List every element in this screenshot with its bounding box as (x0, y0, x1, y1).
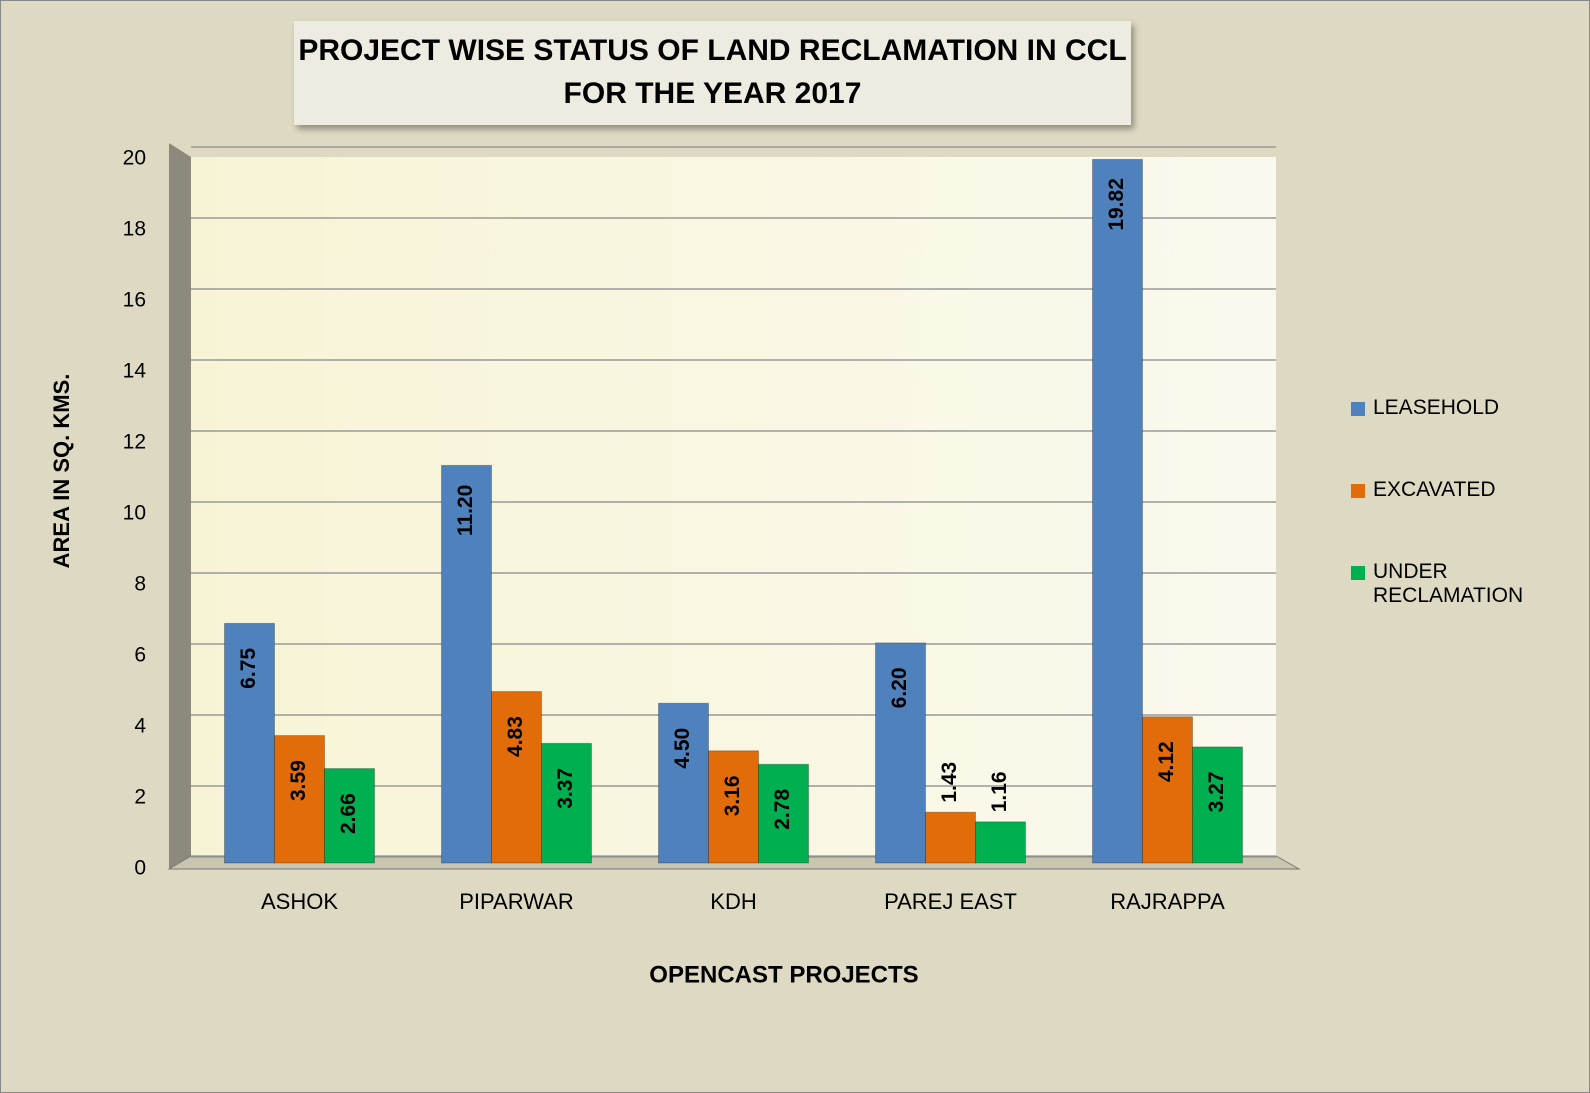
legend-label: LEASEHOLD (1373, 396, 1500, 419)
legend-label: EXCAVATED (1373, 478, 1496, 501)
y-tick-label: 20 (123, 147, 146, 170)
legend-swatch (1351, 484, 1365, 498)
legend-label: UNDER RECLAMATION (1373, 560, 1524, 607)
bar (1192, 746, 1243, 864)
bar (441, 464, 492, 864)
y-tick-label: 14 (123, 360, 147, 383)
data-label: 11.20 (454, 485, 477, 536)
data-label: 4.83 (504, 716, 527, 757)
y-tick-label: 16 (123, 289, 146, 312)
bar (324, 768, 375, 864)
data-label: 3.37 (554, 768, 577, 809)
data-label: 6.75 (237, 648, 260, 689)
y-tick-label: 2 (134, 786, 146, 809)
x-tick-label: ASHOK (261, 889, 338, 914)
bar (1092, 158, 1143, 864)
data-label: 6.20 (888, 667, 911, 708)
y-axis-label: AREA IN SQ. KMS. (49, 374, 74, 569)
bar (875, 642, 926, 864)
x-axis-label: OPENCAST PROJECTS (649, 961, 918, 988)
data-label: 2.78 (771, 789, 794, 830)
y-tick-label: 18 (123, 218, 146, 241)
legend: LEASEHOLD EXCAVATED UNDER RECLAMATION (1351, 396, 1551, 666)
data-label: 1.16 (988, 771, 1011, 812)
legend-item: UNDER RECLAMATION (1351, 560, 1551, 608)
bar (925, 811, 976, 864)
bar (491, 691, 542, 864)
data-label: 4.50 (671, 728, 694, 769)
bar (1142, 716, 1193, 864)
data-label: 3.16 (721, 775, 744, 816)
side-wall (169, 143, 191, 869)
bar (975, 821, 1026, 864)
x-tick-label: PAREJ EAST (884, 889, 1017, 914)
legend-swatch (1351, 566, 1365, 580)
data-label: 4.12 (1155, 741, 1178, 782)
y-tick-label: 10 (123, 502, 146, 525)
data-label: 1.43 (938, 762, 961, 803)
legend-swatch (1351, 402, 1365, 416)
legend-item: EXCAVATED (1351, 478, 1551, 502)
bar (658, 702, 709, 864)
title-line: FOR THE YEAR 2017 (563, 77, 862, 110)
title-line: PROJECT WISE STATUS OF LAND RECLAMATION … (298, 34, 1127, 67)
bar (758, 763, 809, 864)
y-tick-label: 4 (134, 715, 146, 738)
data-label: 3.59 (287, 760, 310, 801)
y-tick-label: 12 (123, 431, 146, 454)
data-label: 2.66 (337, 793, 360, 834)
bar (541, 742, 592, 864)
x-tick-label: KDH (710, 889, 756, 914)
chart-title: PROJECT WISE STATUS OF LAND RECLAMATION … (294, 21, 1131, 125)
legend-item: LEASEHOLD (1351, 396, 1551, 420)
x-tick-label: PIPARWAR (459, 889, 574, 914)
data-label: 19.82 (1105, 178, 1128, 231)
data-label: 3.27 (1205, 771, 1228, 812)
bar (708, 750, 759, 864)
y-tick-label: 6 (134, 644, 146, 667)
bar (274, 735, 325, 864)
bar (224, 622, 275, 864)
y-tick-label: 8 (134, 573, 146, 596)
x-tick-label: RAJRAPPA (1110, 889, 1225, 914)
y-tick-label: 0 (134, 857, 146, 880)
